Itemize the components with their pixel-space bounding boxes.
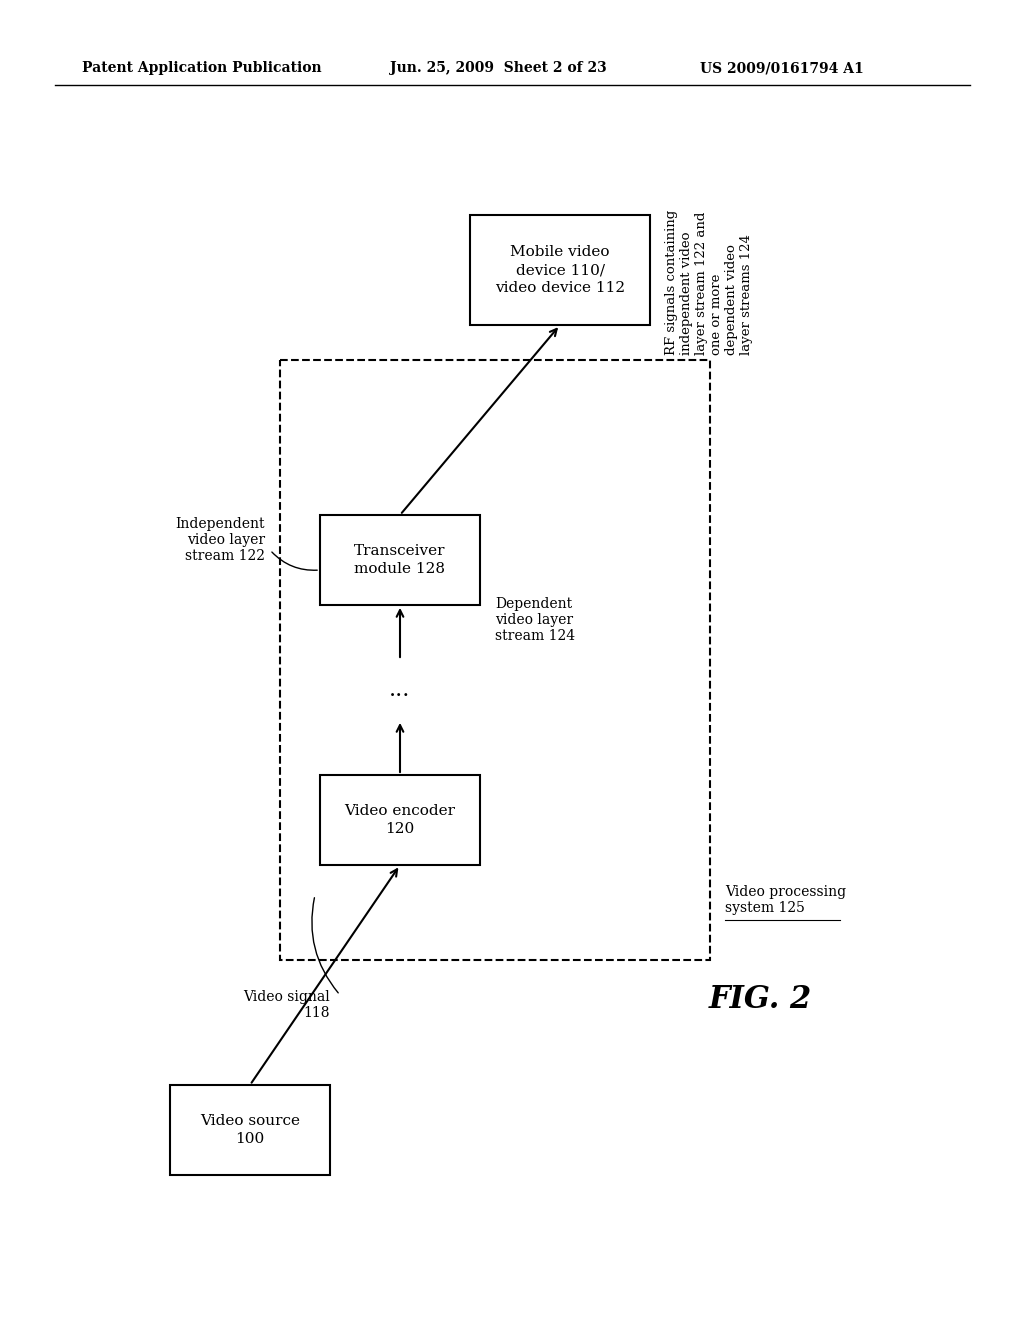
Bar (280, 360, 710, 960)
Text: FIG. 2: FIG. 2 (709, 985, 812, 1015)
Bar (319, 775, 480, 865)
Text: Transceiver
module 128: Transceiver module 128 (354, 544, 445, 577)
Bar (170, 1085, 330, 1175)
Text: Independent
video layer
stream 122: Independent video layer stream 122 (175, 517, 265, 564)
Text: Dependent
video layer
stream 124: Dependent video layer stream 124 (495, 597, 575, 643)
Bar (319, 515, 480, 605)
Text: Video signal
118: Video signal 118 (244, 990, 330, 1020)
Text: Patent Application Publication: Patent Application Publication (82, 61, 322, 75)
Text: ...: ... (389, 678, 411, 701)
Text: RF signals containing
independent video
layer stream 122 and
one or more
depende: RF signals containing independent video … (665, 210, 753, 355)
Text: Video source
100: Video source 100 (200, 1114, 300, 1146)
Text: Video encoder
120: Video encoder 120 (344, 804, 456, 836)
Text: US 2009/0161794 A1: US 2009/0161794 A1 (700, 61, 864, 75)
Bar (470, 215, 650, 325)
Text: Video processing
system 125: Video processing system 125 (725, 884, 846, 915)
Text: Jun. 25, 2009  Sheet 2 of 23: Jun. 25, 2009 Sheet 2 of 23 (390, 61, 607, 75)
Text: Mobile video
device 110/
video device 112: Mobile video device 110/ video device 11… (495, 244, 625, 296)
